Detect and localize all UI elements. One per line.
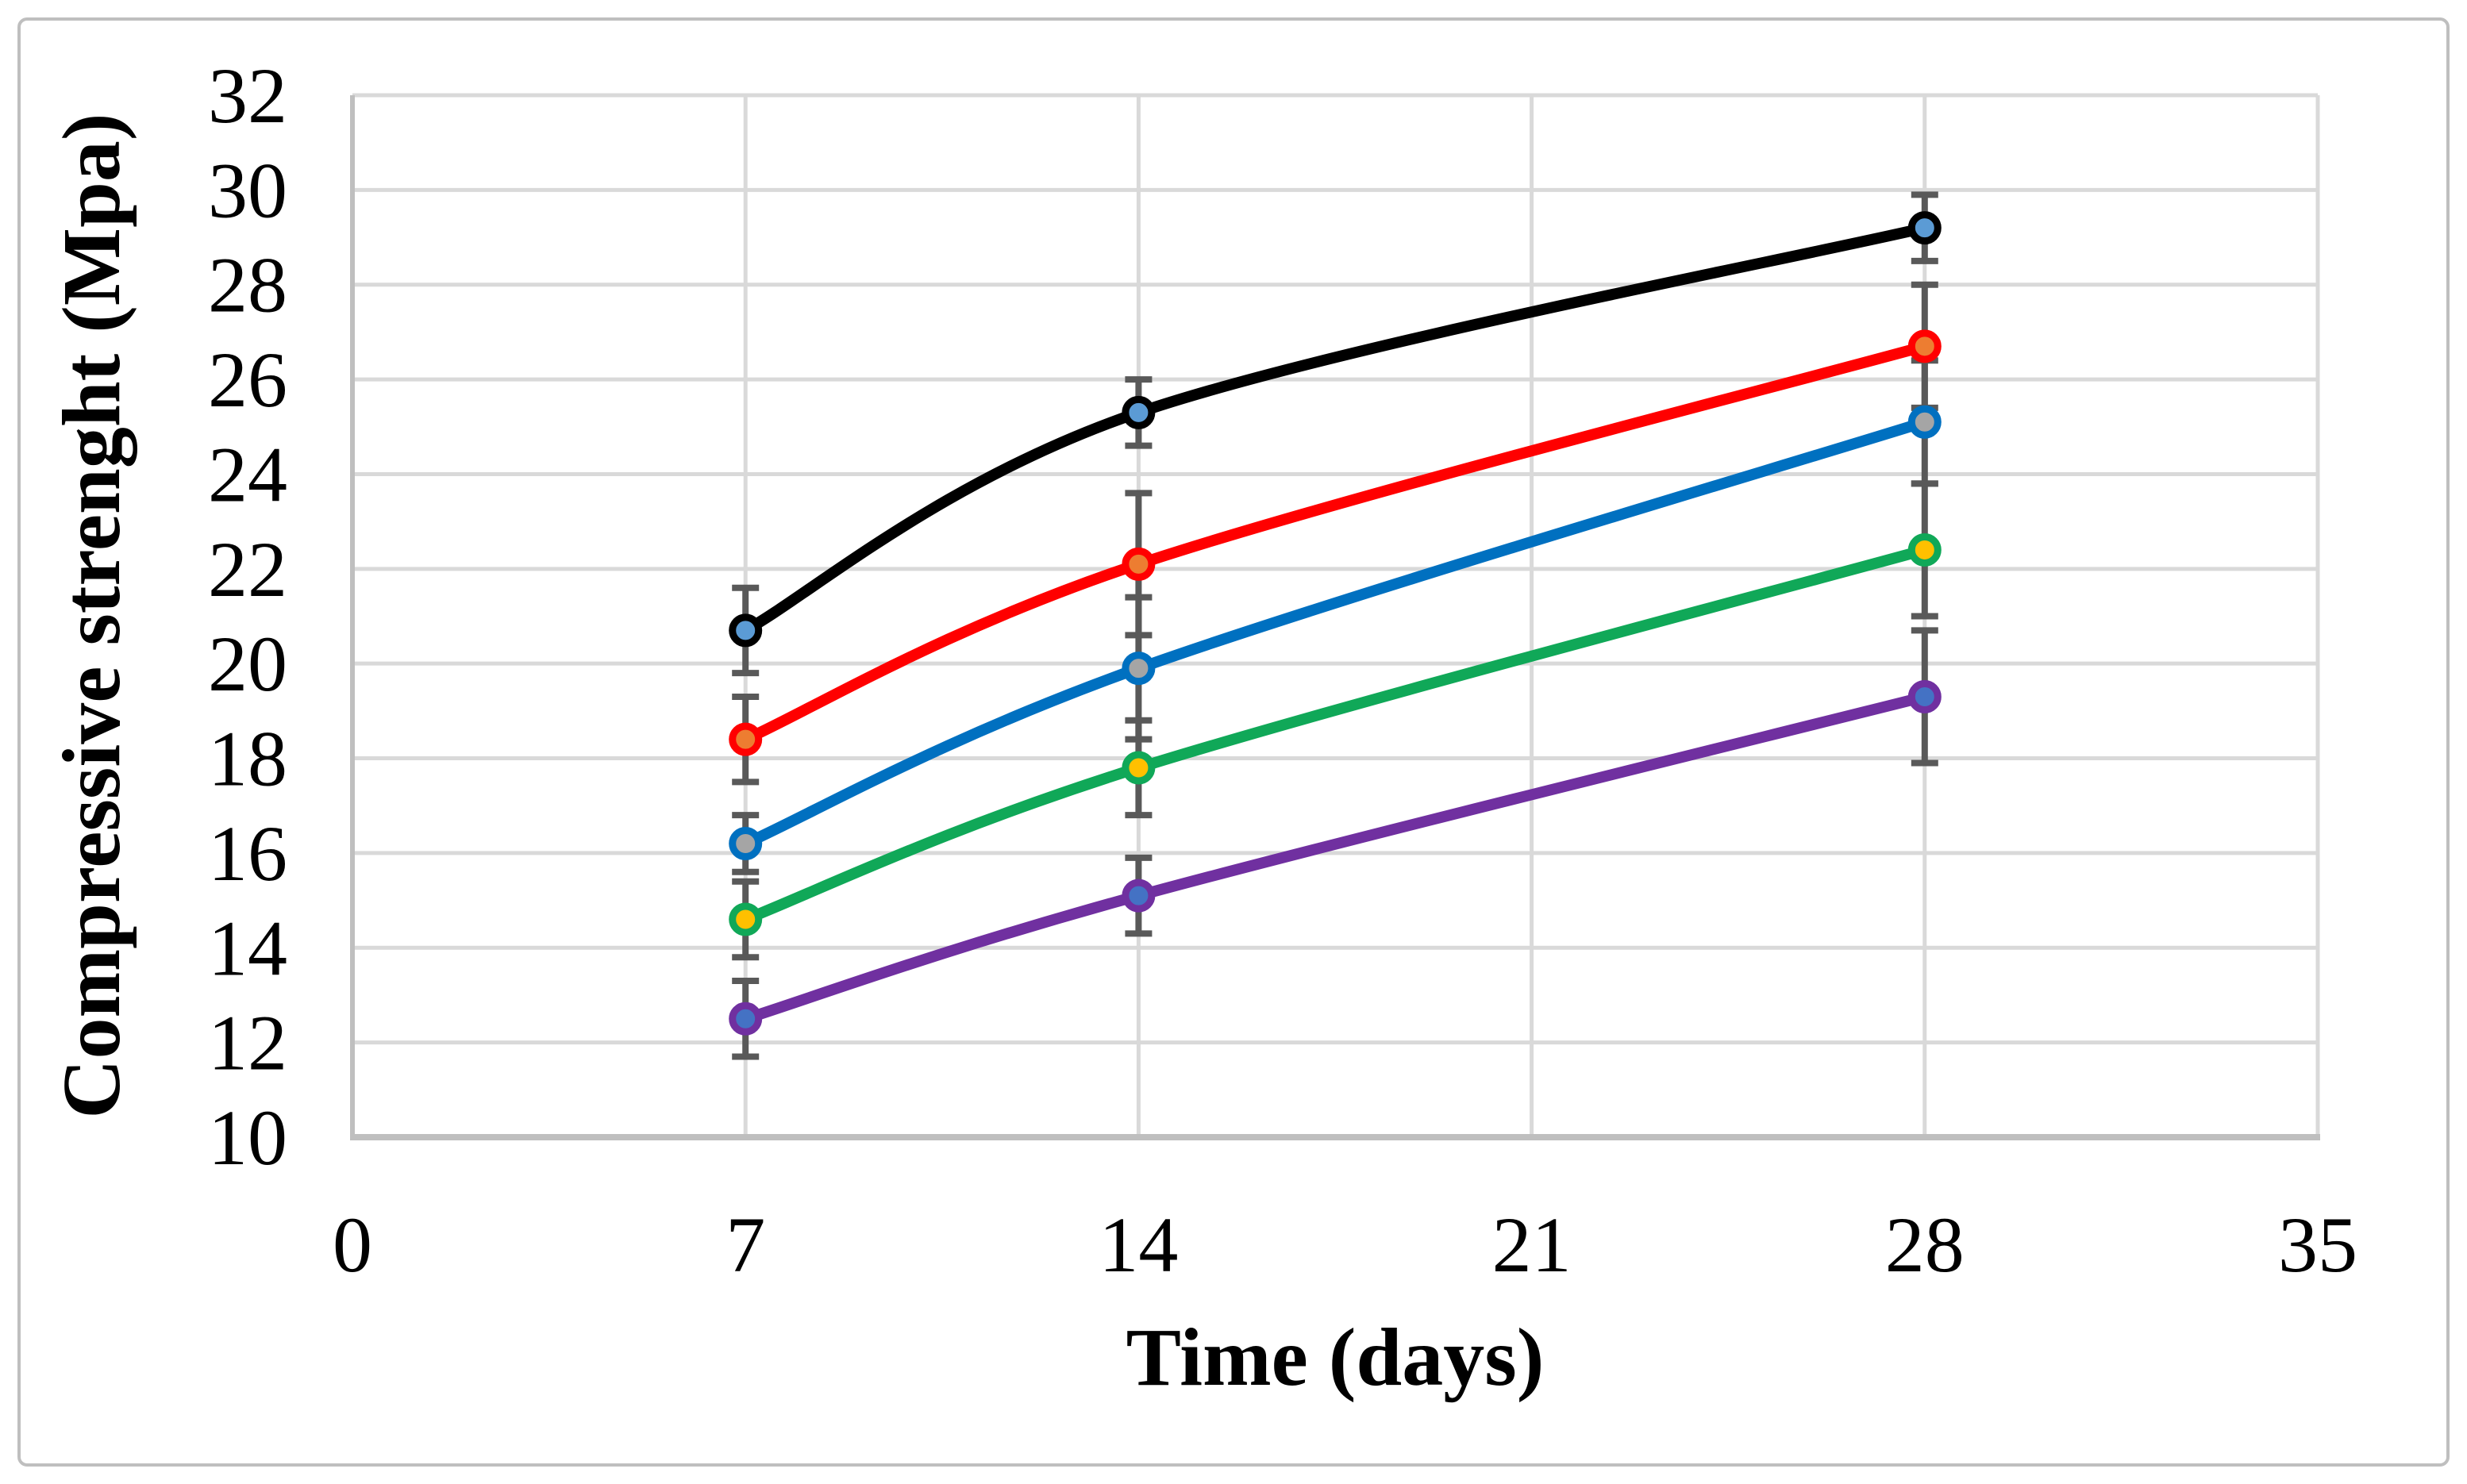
series-line-red	[740, 340, 1930, 745]
x-tick-label: 0	[333, 1201, 372, 1289]
marker-purple	[729, 1002, 763, 1036]
marker-black	[729, 613, 763, 648]
y-axis-title: Compressive strenght (Mpa)	[46, 113, 137, 1118]
y-tick-label: 32	[208, 52, 287, 140]
marker-black	[1907, 211, 1942, 245]
marker-red	[1907, 329, 1942, 363]
marker-black	[1122, 395, 1156, 429]
error-bars	[732, 191, 1938, 1060]
y-tick-label: 12	[208, 999, 287, 1087]
x-axis-tick-labels: 0 7 14 21 28 35	[333, 1201, 2357, 1289]
y-tick-label: 18	[208, 715, 287, 803]
y-tick-label: 14	[208, 904, 287, 992]
x-tick-label: 21	[1492, 1201, 1572, 1289]
y-tick-label: 22	[208, 525, 287, 613]
x-tick-label: 14	[1099, 1201, 1178, 1289]
y-tick-label: 20	[208, 620, 287, 708]
marker-blue	[1907, 405, 1942, 439]
marker-red	[1122, 547, 1156, 581]
series-line-blue	[740, 416, 1930, 849]
series-line-black	[740, 222, 1930, 636]
y-tick-label: 10	[208, 1094, 287, 1182]
series-markers	[729, 211, 1942, 1036]
gridlines	[350, 93, 2320, 1140]
marker-purple	[1907, 679, 1942, 713]
marker-red	[729, 722, 763, 756]
y-tick-label: 30	[208, 146, 287, 234]
series-lines	[740, 222, 1930, 1025]
series-line-purple	[740, 690, 1930, 1025]
marker-blue	[1122, 652, 1156, 686]
axis-lines	[350, 95, 2320, 1140]
y-tick-label: 26	[208, 336, 287, 424]
marker-green	[729, 902, 763, 936]
marker-green	[1122, 751, 1156, 785]
x-axis-title: Time (days)	[1126, 1312, 1545, 1403]
marker-purple	[1122, 878, 1156, 913]
marker-blue	[729, 826, 763, 860]
marker-green	[1907, 532, 1942, 567]
x-tick-label: 28	[1885, 1201, 1965, 1289]
y-tick-label: 24	[208, 430, 287, 518]
y-tick-label: 28	[208, 241, 287, 329]
y-tick-label: 16	[208, 809, 287, 898]
series-line-green	[740, 544, 1930, 925]
figure-border	[17, 17, 2450, 1467]
x-tick-label: 35	[2278, 1201, 2357, 1289]
x-tick-label: 7	[725, 1201, 765, 1289]
